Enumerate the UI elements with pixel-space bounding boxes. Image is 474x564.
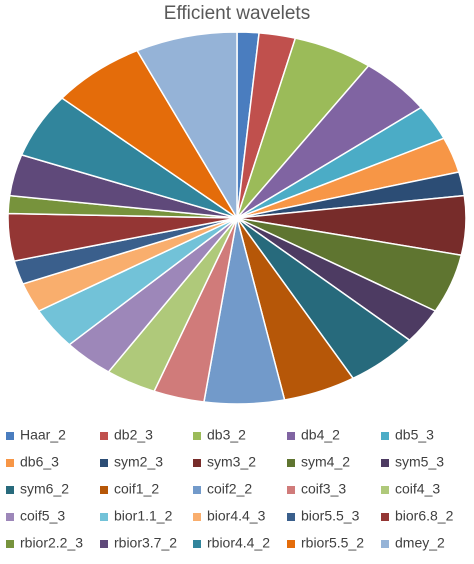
legend-swatch (193, 540, 201, 548)
legend-label: db6_3 (20, 454, 59, 470)
legend-swatch (287, 540, 295, 548)
legend-swatch (381, 486, 389, 494)
legend-label: coif2_2 (207, 481, 252, 497)
legend-swatch (6, 486, 14, 494)
legend-label: coif1_2 (114, 481, 159, 497)
legend-label: bior5.5_3 (301, 508, 360, 524)
legend-swatch (287, 459, 295, 467)
legend-label: Haar_2 (20, 427, 66, 443)
legend-swatch (381, 513, 389, 521)
legend-swatch (100, 459, 108, 467)
legend-label: sym2_3 (114, 454, 163, 470)
legend-label: sym6_2 (20, 481, 69, 497)
pie-slice (136, 31, 238, 221)
legend-swatch (287, 513, 295, 521)
legend-label: sym4_2 (301, 454, 350, 470)
legend-swatch (6, 432, 14, 440)
legend-swatch (100, 432, 108, 440)
legend-swatch (381, 540, 389, 548)
legend-swatch (193, 432, 201, 440)
legend-swatch (381, 459, 389, 467)
legend-label: db2_3 (114, 427, 153, 443)
legend-label: coif5_3 (20, 508, 65, 524)
legend-swatch (100, 540, 108, 548)
legend-label: rbior3.7_2 (114, 535, 177, 551)
legend-label: coif3_3 (301, 481, 346, 497)
legend-label: rbior4.4_2 (207, 535, 270, 551)
legend-label: db5_3 (395, 427, 434, 443)
legend-swatch (287, 432, 295, 440)
legend-swatch (6, 459, 14, 467)
legend-label: bior6.8_2 (395, 508, 454, 524)
legend-swatch (100, 486, 108, 494)
legend-label: db3_2 (207, 427, 246, 443)
legend-label: rbior5.5_2 (301, 535, 364, 551)
legend-label: rbior2.2_3 (20, 535, 83, 551)
legend-label: db4_2 (301, 427, 340, 443)
legend-swatch (193, 459, 201, 467)
legend-label: bior1.1_2 (114, 508, 173, 524)
legend-swatch (287, 486, 295, 494)
legend-swatch (193, 486, 201, 494)
legend-label: bior4.4_3 (207, 508, 266, 524)
legend-label: dmey_2 (395, 535, 445, 551)
legend-label: sym3_2 (207, 454, 256, 470)
chart-title: Efficient wavelets (164, 3, 310, 24)
legend-swatch (6, 540, 14, 548)
legend-swatch (381, 432, 389, 440)
legend-swatch (6, 513, 14, 521)
legend-swatch (193, 513, 201, 521)
legend-label: coif4_3 (395, 481, 440, 497)
legend-swatch (100, 513, 108, 521)
legend-label: sym5_3 (395, 454, 444, 470)
